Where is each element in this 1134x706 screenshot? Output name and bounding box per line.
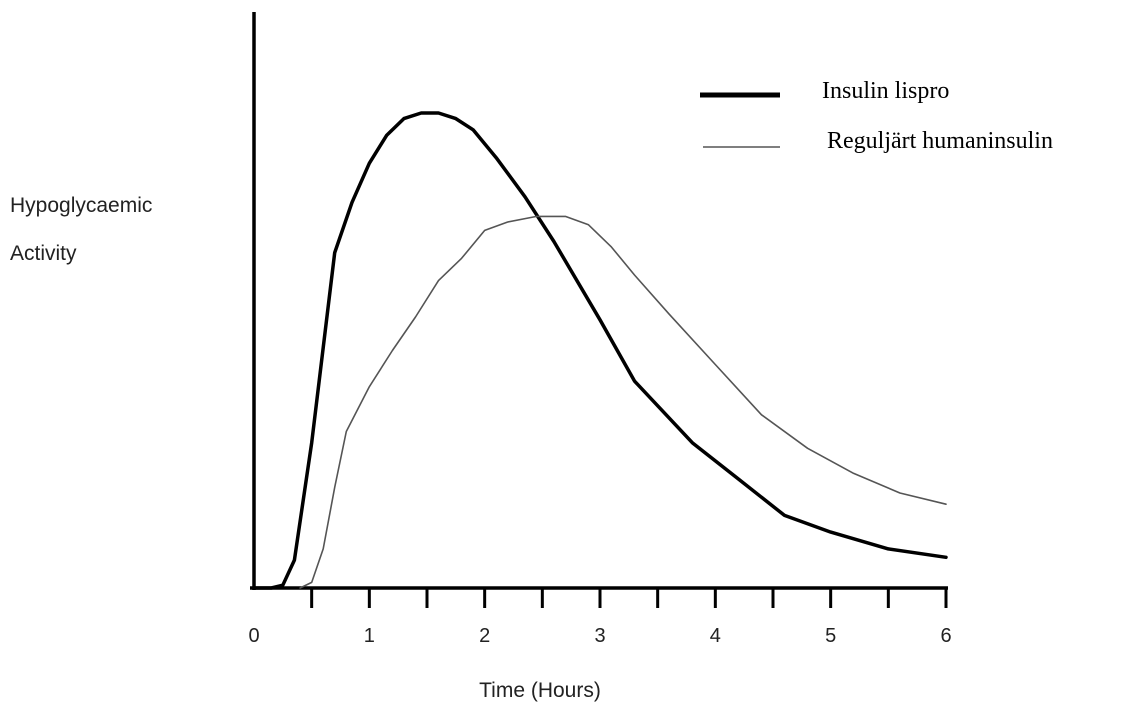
x-tick-label-2: 2: [479, 625, 490, 647]
x-tick-label-0: 0: [248, 625, 259, 647]
y-axis-label-line-1: Hypoglycaemic: [10, 194, 152, 217]
x-axis-label: Time (Hours): [479, 679, 601, 702]
x-tick-label-5: 5: [825, 625, 836, 647]
series-line-regular-human-insulin: [299, 215, 947, 589]
legend: Insulin lispro Reguljärt humaninsulin: [700, 78, 1053, 154]
x-ticks: 0 1 2 3 4 5 6: [248, 588, 952, 647]
x-tick-label-3: 3: [594, 625, 605, 647]
legend-label-insulin-lispro: Insulin lispro: [822, 78, 949, 104]
y-axis-label-line-2: Activity: [10, 242, 77, 265]
x-tick-label-4: 4: [710, 625, 721, 647]
x-tick-label-6: 6: [940, 625, 951, 647]
series-layer: [252, 111, 948, 590]
x-tick-label-1: 1: [364, 625, 375, 647]
legend-label-regular-human-insulin: Reguljärt humaninsulin: [827, 128, 1053, 154]
series-line-insulin-lispro: [252, 111, 948, 590]
